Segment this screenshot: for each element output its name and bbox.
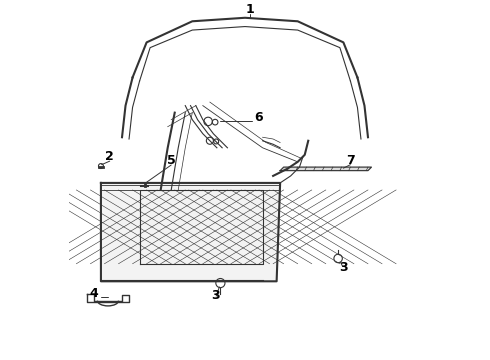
Text: 3: 3	[339, 261, 348, 274]
Text: 2: 2	[105, 150, 114, 163]
Text: 6: 6	[255, 112, 263, 125]
Text: 7: 7	[346, 154, 355, 167]
Polygon shape	[101, 183, 280, 281]
Text: 1: 1	[246, 3, 255, 15]
Polygon shape	[280, 167, 371, 171]
Text: 5: 5	[167, 154, 175, 167]
Text: 4: 4	[90, 287, 98, 300]
Text: 3: 3	[211, 289, 220, 302]
